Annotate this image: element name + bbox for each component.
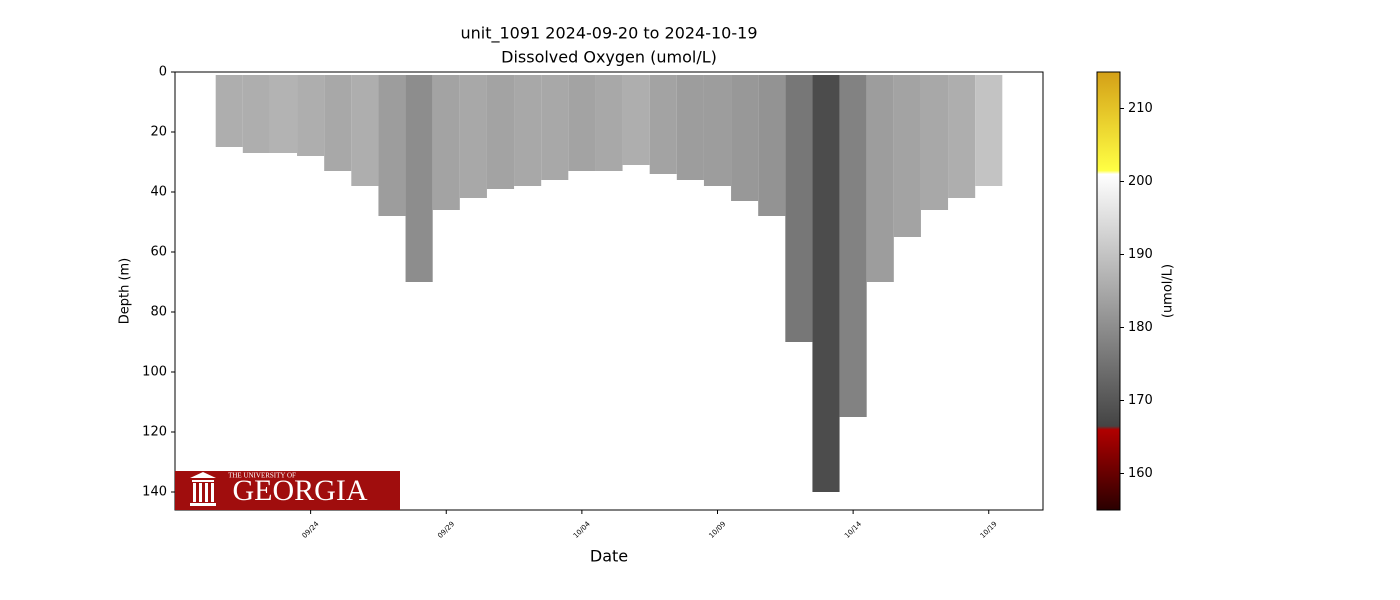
chart-title: unit_1091 2024-09-20 to 2024-10-19 [460,24,757,44]
profile [297,75,325,156]
profile [242,75,270,153]
profile [432,75,460,210]
profile [351,75,379,186]
profile [676,75,704,180]
profile [378,75,406,216]
profile [975,75,1003,186]
x-tick-label: 10/09 [708,520,728,540]
y-tick-label: 20 [150,125,167,140]
y-tick-label: 60 [150,245,167,260]
profile [514,75,542,186]
axes-frame [174,71,1044,511]
profile [269,75,298,153]
x-tick-label: 10/14 [843,520,863,540]
x-tick-label: 10/04 [572,520,592,540]
profile [595,75,623,171]
y-axis-label: Depth (m) [118,258,133,325]
y-tick-label: 80 [150,305,167,320]
colorbar-tick-label: 190 [1128,247,1153,262]
y-tick-label: 100 [142,365,167,380]
profile [622,75,650,165]
y-tick-label: 40 [150,185,167,200]
profile [703,75,732,186]
x-tick-label: 09/24 [301,520,321,540]
profile [486,75,515,189]
logo-small: THE UNIVERSITY OF [228,472,296,480]
y-tick-label: 0 [159,65,167,80]
profile [215,75,243,147]
colorbar [1096,71,1121,511]
colorbar-tick-label: 200 [1128,174,1153,189]
profile [866,75,894,282]
profile [812,75,840,492]
colorbar-tick-label: 180 [1128,320,1153,335]
x-tick-label: 10/19 [979,520,999,540]
colorbar-tick-label: 160 [1128,466,1153,481]
profile [893,75,921,237]
profile [649,75,677,174]
profile [568,75,596,171]
colorbar-tick-label: 210 [1128,101,1153,116]
profile [948,75,976,198]
profile [785,75,813,342]
profile [731,75,759,201]
profile [324,75,352,171]
logo: THE UNIVERSITY OF GEORGIA [175,471,400,510]
colorbar-tick-label: 170 [1128,393,1153,408]
chart-subtitle: Dissolved Oxygen (umol/L) [501,48,717,67]
plot-area [215,75,1003,492]
profile [920,75,949,210]
y-tick-label: 120 [142,425,167,440]
profile [541,75,569,180]
logo-large: GEORGIA [233,474,368,507]
colorbar-label: (umol/L) [1161,264,1176,318]
logo-icon [190,472,216,506]
y-tick-label: 140 [142,485,167,500]
profile [839,75,867,417]
x-tick-label: 09/29 [436,520,456,540]
profile [405,75,433,282]
x-axis-label: Date [590,547,628,566]
profile [459,75,487,198]
profile [758,75,786,216]
